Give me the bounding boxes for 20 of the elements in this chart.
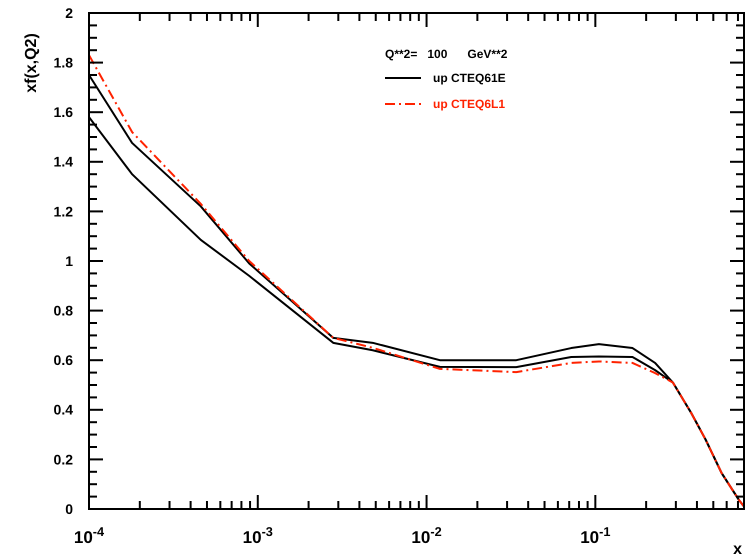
y-tick-label: 1 bbox=[65, 252, 74, 269]
x-axis-title: x bbox=[733, 541, 742, 558]
x-tick-label: 10$^{-3}$ bbox=[242, 524, 273, 547]
x-tick-label: 10$^{-4}$ bbox=[74, 524, 106, 547]
y-tick-label: 0.8 bbox=[54, 302, 74, 318]
y-tick-label: 1.8 bbox=[54, 54, 74, 70]
legend-label: up CTEQ6L1 bbox=[433, 97, 506, 111]
y-tick-label: 1.6 bbox=[54, 104, 74, 120]
y-axis-title: xf(x,Q2) bbox=[23, 33, 40, 93]
x-tick-label: 10$^{-1}$ bbox=[580, 524, 610, 547]
legend-title: Q**2= 100 GeV**2 bbox=[385, 47, 508, 61]
y-tick-label: 1.2 bbox=[54, 203, 74, 220]
legend-label: up CTEQ61E bbox=[433, 71, 506, 85]
y-tick-label: 2 bbox=[65, 4, 74, 21]
y-tick-label: 0 bbox=[65, 500, 74, 517]
y-tick-label: 1.4 bbox=[54, 154, 74, 170]
y-tick-label: 0.2 bbox=[54, 451, 74, 468]
y-tick-label: 0.4 bbox=[54, 402, 74, 418]
y-tick-label: 0.6 bbox=[54, 352, 74, 368]
x-tick-label: 10$^{-2}$ bbox=[411, 524, 442, 547]
